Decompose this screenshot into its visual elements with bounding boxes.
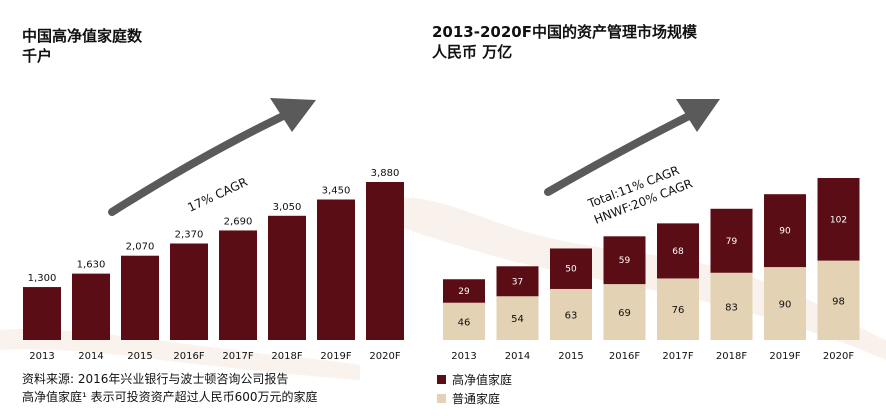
right-chart-title: 2013-2020F中国的资产管理市场规模 人民币 万亿 bbox=[432, 22, 697, 62]
bar-value-label: 3,450 bbox=[322, 186, 351, 197]
bar-regular-2020F bbox=[817, 260, 860, 340]
bar-value-label: 2,070 bbox=[126, 242, 155, 253]
bar-hnw-value: 37 bbox=[512, 277, 523, 287]
x-tick-label: 2013 bbox=[29, 351, 54, 362]
source-footnote: 资料来源: 2016年兴业银行与波士顿咨询公司报告 高净值家庭¹ 表示可投资资产… bbox=[22, 370, 318, 406]
bar-hnw-value: 79 bbox=[726, 237, 738, 247]
left-title-main: 中国高净值家庭数 bbox=[22, 27, 143, 45]
x-tick-label: 2019F bbox=[769, 351, 800, 362]
x-tick-label: 2016F bbox=[609, 351, 640, 362]
bar-2013 bbox=[23, 287, 61, 340]
legend-swatch-regular bbox=[437, 394, 446, 403]
footnote-source: 资料来源: 2016年兴业银行与波士顿咨询公司报告 bbox=[22, 372, 289, 386]
left-title-unit: 千户 bbox=[22, 47, 53, 65]
bar-regular-2014 bbox=[496, 296, 539, 340]
bar-regular-value: 54 bbox=[511, 314, 524, 325]
bar-regular-value: 46 bbox=[458, 317, 471, 328]
bar-hnw-2017F bbox=[657, 223, 699, 279]
x-tick-label: 2015 bbox=[127, 351, 152, 362]
bar-value-label: 3,050 bbox=[273, 202, 302, 213]
bar-regular-value: 83 bbox=[725, 302, 738, 313]
legend-label-hnw: 高净值家庭 bbox=[452, 372, 513, 387]
bar-hnw-value: 29 bbox=[458, 287, 470, 297]
bar-value-label: 1,300 bbox=[28, 273, 57, 284]
bar-value-label: 3,880 bbox=[371, 168, 400, 179]
bar-regular-value: 63 bbox=[565, 310, 578, 321]
bar-hnw-2015 bbox=[550, 248, 592, 289]
left-chart-title: 中国高净值家庭数 千户 bbox=[22, 26, 142, 66]
footnote-definition: 高净值家庭¹ 表示可投资资产超过人民币600万元的家庭 bbox=[22, 390, 318, 404]
bar-hnw-2014 bbox=[496, 266, 539, 297]
bar-2014 bbox=[72, 273, 110, 340]
legend-item-hnw: 高净值家庭 bbox=[437, 370, 512, 389]
bar-hnw-value: 68 bbox=[672, 247, 684, 257]
x-tick-label: 2013 bbox=[451, 351, 476, 362]
bar-regular-2017F bbox=[657, 278, 699, 340]
bar-hnw-value: 59 bbox=[619, 256, 631, 266]
x-tick-label: 2016F bbox=[173, 351, 204, 362]
bar-value-label: 2,690 bbox=[224, 216, 253, 227]
bar-2018F bbox=[268, 215, 306, 340]
bar-regular-value: 76 bbox=[672, 305, 685, 316]
x-tick-label: 2014 bbox=[505, 351, 530, 362]
bar-2015 bbox=[121, 255, 159, 340]
x-tick-label: 2017F bbox=[662, 351, 693, 362]
bar-2016F bbox=[170, 243, 208, 340]
x-tick-label: 2020F bbox=[823, 351, 854, 362]
bar-value-label: 1,630 bbox=[77, 260, 106, 271]
legend-label-regular: 普通家庭 bbox=[452, 391, 501, 406]
bar-hnw-2019F bbox=[764, 194, 806, 268]
trend-arrow bbox=[108, 98, 316, 216]
bar-hnw-value: 50 bbox=[565, 265, 577, 275]
bar-regular-2015 bbox=[550, 288, 592, 340]
bar-hnw-2020F bbox=[817, 178, 860, 261]
bar-regular-2016F bbox=[603, 284, 646, 340]
x-tick-label: 2017F bbox=[222, 351, 253, 362]
bar-2020F bbox=[366, 182, 404, 340]
bar-regular-value: 90 bbox=[779, 300, 792, 311]
bar-regular-2018F bbox=[710, 272, 753, 340]
bar-2017F bbox=[219, 230, 257, 340]
x-tick-label: 2019F bbox=[320, 351, 351, 362]
x-tick-label: 2015 bbox=[558, 351, 583, 362]
right-title-main: 2013-2020F中国的资产管理市场规模 bbox=[432, 23, 697, 41]
bar-hnw-2013 bbox=[443, 279, 485, 303]
legend: 高净值家庭 普通家庭 bbox=[437, 370, 512, 408]
bar-2019F bbox=[317, 199, 355, 340]
legend-swatch-hnw bbox=[437, 375, 446, 384]
x-tick-label: 2014 bbox=[78, 351, 103, 362]
bar-value-label: 2,370 bbox=[175, 229, 204, 240]
bar-regular-2013 bbox=[443, 302, 485, 340]
bar-hnw-2016F bbox=[603, 236, 646, 285]
bar-hnw-value: 90 bbox=[779, 227, 791, 237]
x-tick-label: 2018F bbox=[716, 351, 747, 362]
x-tick-label: 2018F bbox=[271, 351, 302, 362]
bar-regular-value: 69 bbox=[618, 308, 631, 319]
bar-regular-value: 98 bbox=[832, 296, 845, 307]
bar-regular-2019F bbox=[764, 267, 806, 340]
trend-arrow-right bbox=[544, 99, 720, 196]
bar-hnw-2018F bbox=[710, 208, 753, 273]
legend-item-regular: 普通家庭 bbox=[437, 389, 512, 408]
bar-hnw-value: 102 bbox=[830, 215, 847, 225]
right-title-unit: 人民币 万亿 bbox=[432, 43, 513, 61]
x-tick-label: 2020F bbox=[369, 351, 400, 362]
